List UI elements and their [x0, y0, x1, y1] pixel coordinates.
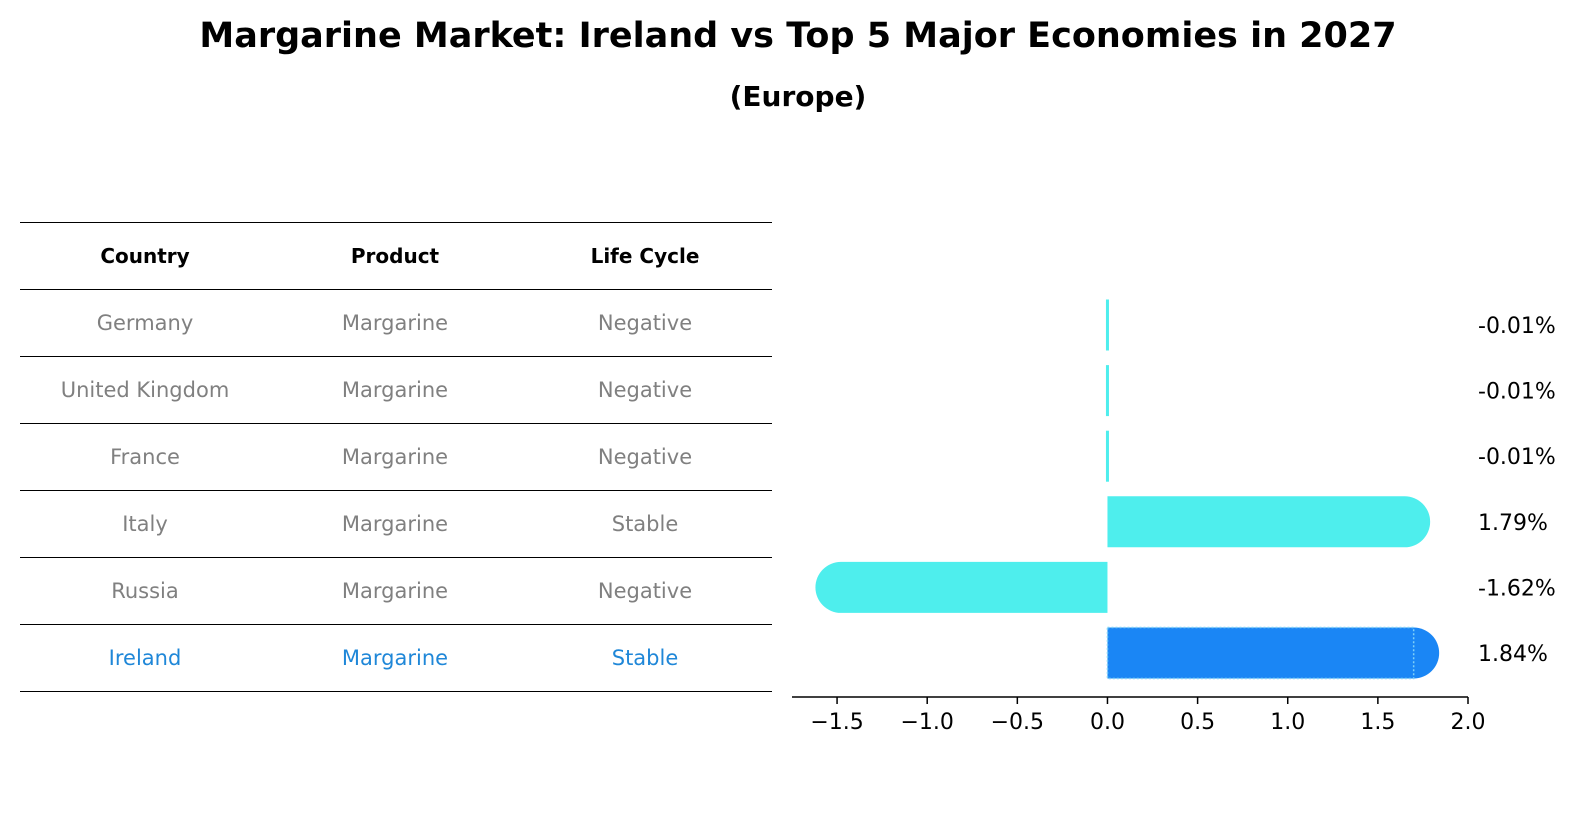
- x-tick-label: 1.5: [1360, 710, 1395, 735]
- chart-subtitle: (Europe): [729, 80, 867, 113]
- product-cell: Margarine: [341, 311, 449, 335]
- table-row: Italy Margarine Stable: [20, 490, 772, 557]
- product-cell: Margarine: [341, 512, 449, 536]
- table-row: United Kingdom Margarine Negative: [20, 356, 772, 423]
- bar: [1105, 365, 1109, 417]
- data-label: -0.01%: [1478, 445, 1556, 470]
- data-label: -0.01%: [1478, 314, 1556, 339]
- table-row: Germany Margarine Negative: [20, 289, 772, 356]
- bar: [1105, 430, 1109, 482]
- data-label: 1.84%: [1478, 642, 1548, 667]
- bar: [815, 561, 1108, 613]
- life-cycle-cell: Negative: [597, 378, 693, 402]
- life-cycle-cell: Stable: [611, 646, 679, 670]
- data-label: -0.01%: [1478, 380, 1556, 405]
- table-header-row: Country Product Life Cycle: [20, 222, 772, 289]
- x-tick-label: 0.5: [1180, 710, 1215, 735]
- country-cell: France: [110, 445, 180, 469]
- country-cell: Germany: [96, 311, 194, 335]
- product-cell: Margarine: [341, 646, 449, 670]
- country-cell: Ireland: [108, 646, 182, 670]
- x-tick-label: −0.5: [991, 710, 1044, 735]
- table-row: France Margarine Negative: [20, 423, 772, 490]
- highlight-outline: [1106, 626, 1415, 680]
- header-product: Product: [350, 244, 440, 268]
- x-tick-label: 2.0: [1451, 710, 1486, 735]
- chart-title: Margarine Market: Ireland vs Top 5 Major…: [199, 16, 1397, 56]
- life-cycle-cell: Stable: [611, 512, 679, 536]
- table-row-highlighted: Ireland Margarine Stable: [20, 624, 772, 692]
- country-cell: United Kingdom: [60, 378, 230, 402]
- bar: [1105, 299, 1109, 351]
- country-cell: Russia: [111, 579, 179, 603]
- header-country: Country: [100, 244, 190, 268]
- life-cycle-cell: Negative: [597, 311, 693, 335]
- header-life-cycle: Life Cycle: [590, 244, 700, 268]
- data-label: -1.62%: [1478, 576, 1556, 601]
- x-tick-label: 1.0: [1270, 710, 1305, 735]
- x-tick-label: −1.0: [900, 710, 953, 735]
- bar: [1107, 496, 1431, 548]
- life-cycle-cell: Negative: [597, 445, 693, 469]
- country-table: Country Product Life Cycle Germany Marga…: [20, 222, 772, 692]
- data-label: 1.79%: [1478, 511, 1548, 536]
- product-cell: Margarine: [341, 445, 449, 469]
- country-cell: Italy: [122, 512, 168, 536]
- x-tick-label: −1.5: [810, 710, 863, 735]
- product-cell: Margarine: [341, 378, 449, 402]
- table-row: Russia Margarine Negative: [20, 557, 772, 624]
- product-cell: Margarine: [341, 579, 449, 603]
- highlighted-bar: [1107, 627, 1440, 679]
- life-cycle-cell: Negative: [597, 579, 693, 603]
- x-tick-label: 0.0: [1090, 710, 1125, 735]
